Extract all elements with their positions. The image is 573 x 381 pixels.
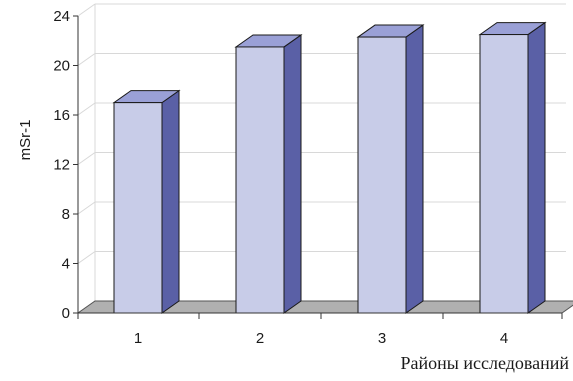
bars-layer [112, 21, 547, 314]
y-axis-title: mSr-1 [17, 120, 34, 161]
bar-side [405, 24, 424, 314]
x-axis-title: Районы исследований [400, 353, 569, 373]
gridline-depth [77, 53, 96, 66]
bar-front [479, 34, 529, 314]
bar-front [113, 102, 163, 314]
y-tick-label: 20 [53, 58, 70, 75]
axis-layer [73, 15, 563, 319]
gridline-depth [77, 3, 96, 17]
y-tick-label: 24 [53, 8, 70, 25]
y-tick-label: 12 [53, 157, 70, 174]
gridline-depth [77, 201, 96, 215]
y-tick-label: 8 [62, 206, 70, 223]
bar-front [357, 36, 407, 314]
bar [356, 24, 425, 314]
y-tick-label: 16 [53, 107, 70, 124]
bar [112, 89, 181, 314]
bar [234, 33, 303, 314]
gridline-depth [77, 251, 96, 264]
x-tick-label: 1 [134, 330, 142, 347]
x-tick-label: 4 [500, 330, 508, 347]
gridline-depth [77, 102, 96, 116]
bar-side [161, 89, 180, 314]
bar-side [527, 21, 546, 314]
x-tick-label: 3 [378, 330, 386, 347]
bar-front [235, 46, 285, 314]
bar-side [283, 33, 302, 314]
y-tick-label: 0 [62, 305, 70, 322]
x-tick-label: 2 [256, 330, 264, 347]
gridline-depth [77, 152, 96, 165]
bar [478, 21, 547, 314]
y-tick-label: 4 [62, 256, 70, 273]
